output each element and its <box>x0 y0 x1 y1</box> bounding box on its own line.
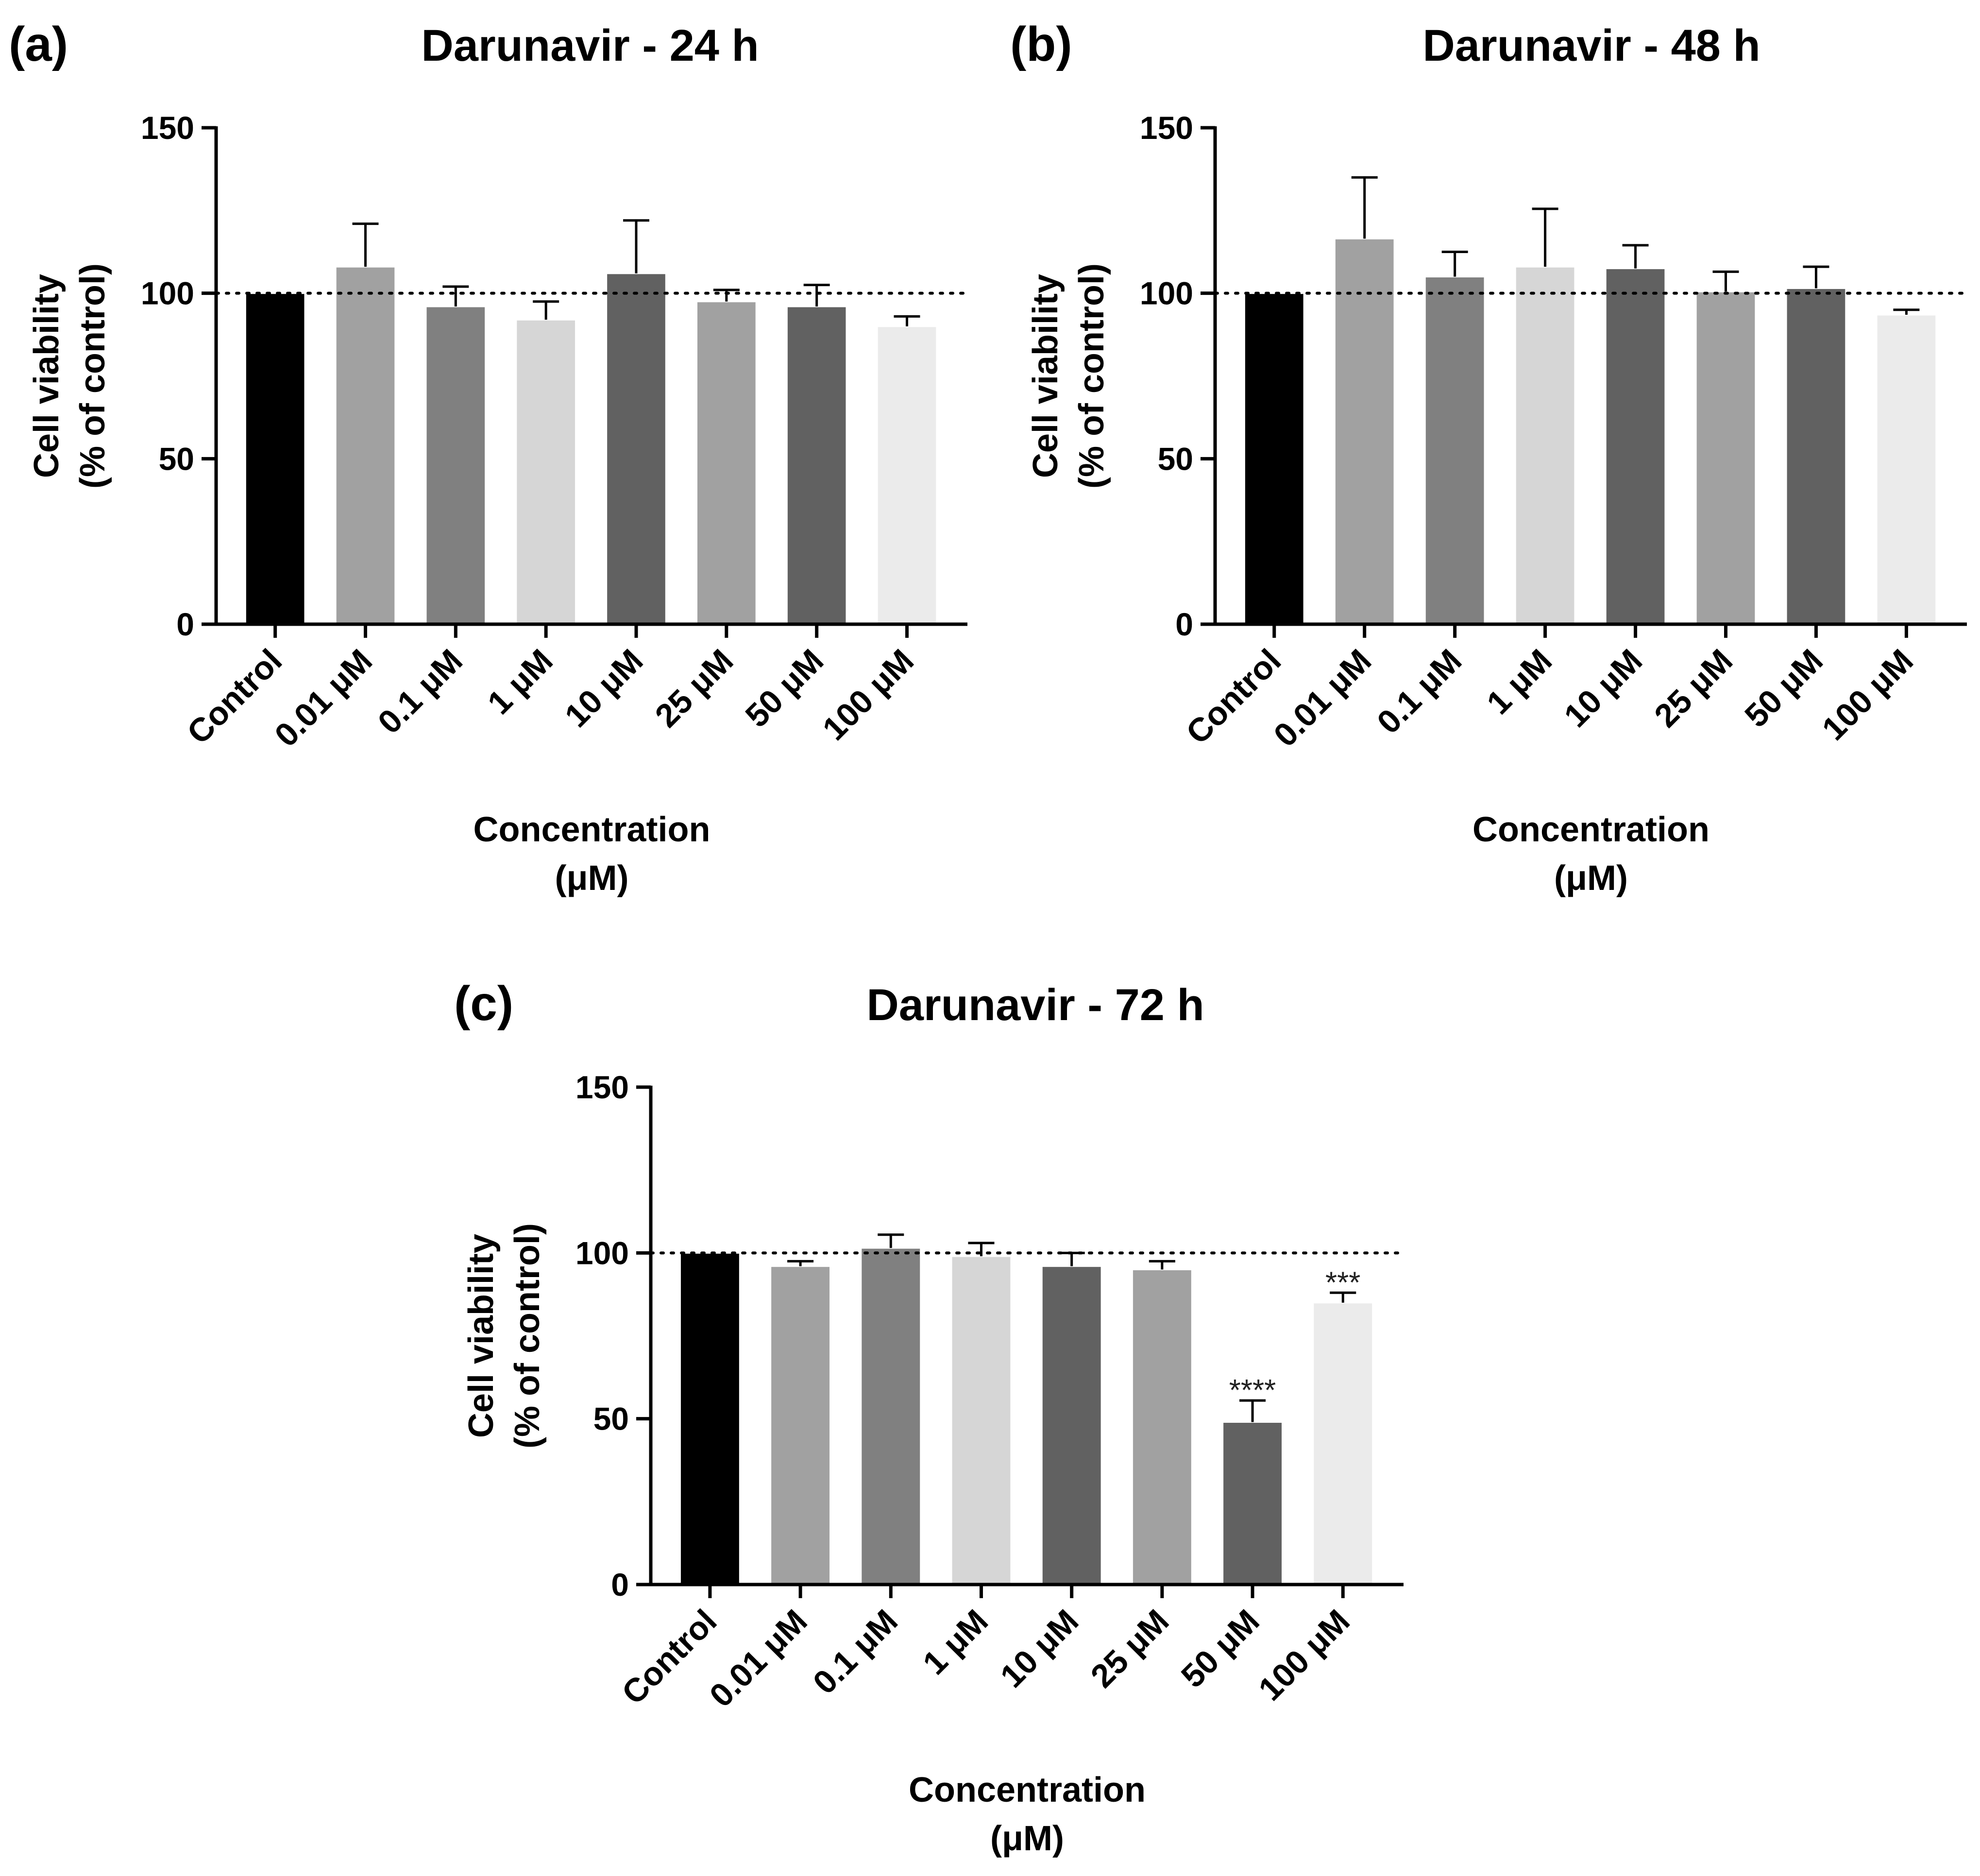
bar-10-um <box>1041 1265 1102 1586</box>
x-tick-label: Control <box>180 642 289 751</box>
bar-0.01-um <box>1334 238 1395 625</box>
y-tick-label: 0 <box>1175 606 1193 642</box>
y-axis-title-units: (% of control) <box>73 263 112 489</box>
y-tick-label: 150 <box>575 1069 629 1105</box>
x-tick-label: 0.1 μM <box>1370 642 1469 741</box>
bar-control <box>679 1252 741 1586</box>
y-tick-label: 150 <box>141 110 194 146</box>
y-tick-label: 100 <box>141 275 194 311</box>
chart-title: Darunavir - 24 h <box>421 21 759 70</box>
bar-50-um <box>786 306 847 625</box>
x-tick-label: Control <box>615 1603 724 1712</box>
bar-control <box>1243 292 1305 625</box>
y-tick-label: 100 <box>575 1235 629 1271</box>
bar-100-um <box>876 325 938 625</box>
y-tick-label: 50 <box>593 1401 629 1437</box>
bar-0.1-um <box>860 1247 922 1586</box>
x-tick-label: 25 μM <box>1647 642 1740 734</box>
bar-0.01-um <box>770 1265 831 1586</box>
y-tick-label: 0 <box>176 606 194 642</box>
panel-letter: (b) <box>1010 17 1072 71</box>
chart-panel-a: (a) Darunavir - 24 h 0 50 100 150 Control0.01 … <box>9 17 969 898</box>
x-tick-label: 25 μM <box>648 642 740 734</box>
x-axis-title: Concentration <box>909 1771 1146 1809</box>
bar-1-um <box>515 319 576 625</box>
bar-25-um <box>695 301 757 625</box>
x-tick-label: 0.01 μM <box>1267 642 1378 754</box>
bar-0.1-um <box>1424 276 1486 625</box>
x-tick-label: 1 μM <box>916 1603 995 1682</box>
x-tick-label: 0.1 μM <box>371 642 470 741</box>
bar-0.01-um <box>335 266 396 625</box>
y-tick-label: 50 <box>1158 441 1193 477</box>
y-axis-title: Cell viability <box>1026 274 1065 478</box>
x-tick-label: 1 μM <box>1480 642 1559 721</box>
significance-label: **** <box>1229 1374 1276 1407</box>
significance-label: *** <box>1325 1266 1360 1299</box>
x-tick-label: 10 μM <box>558 642 650 734</box>
chart-panel-c: (c) Darunavir - 72 h*******050100150Contr… <box>454 976 1405 1858</box>
x-tick-label: 0.1 μM <box>806 1603 904 1701</box>
y-axis-title-units: (% of control) <box>508 1223 547 1449</box>
y-tick-label: 150 <box>1140 110 1193 146</box>
x-axis-title-units: (μM) <box>555 859 629 898</box>
y-tick-label: 100 <box>1140 275 1193 311</box>
panel-letter: (a) <box>9 17 68 71</box>
x-tick-label: 100 μM <box>1815 642 1920 748</box>
chart-title: Darunavir - 72 h <box>866 980 1204 1030</box>
bar-10-um <box>606 273 667 625</box>
x-tick-label: 0.01 μM <box>703 1603 814 1714</box>
bar-50-um <box>1222 1421 1284 1586</box>
bar-1-um <box>950 1255 1012 1586</box>
chart-panel-b: (b) Darunavir - 48 h 0 50 100 150 Control0.01 … <box>1010 17 1968 898</box>
bar-100-um <box>1312 1302 1374 1586</box>
x-tick-label: Control <box>1179 642 1288 751</box>
y-axis-title: Cell viability <box>27 274 66 478</box>
x-axis-title: Concentration <box>473 810 710 849</box>
y-axis-title: Cell viability <box>462 1234 501 1438</box>
bar-100-um <box>1876 314 1937 625</box>
x-tick-label: 100 μM <box>1252 1603 1357 1708</box>
x-axis-title: Concentration <box>1472 810 1709 849</box>
x-tick-label: 100 μM <box>815 642 921 748</box>
bar-1-um <box>1514 266 1576 625</box>
x-tick-label: 0.01 μM <box>268 642 379 754</box>
x-tick-label: 1 μM <box>480 642 559 721</box>
x-tick-label: 10 μM <box>993 1603 1085 1695</box>
bar-25-um <box>1131 1268 1193 1586</box>
x-axis-title-units: (μM) <box>990 1819 1064 1858</box>
x-tick-label: 10 μM <box>1557 642 1649 734</box>
panel-letter: (c) <box>454 976 513 1031</box>
bar-control <box>244 292 306 625</box>
y-tick-label: 0 <box>611 1567 629 1603</box>
bar-50-um <box>1785 287 1847 625</box>
bar-0.1-um <box>425 306 487 625</box>
y-axis-title-units: (% of control) <box>1072 263 1111 489</box>
bar-25-um <box>1695 290 1757 625</box>
x-axis-title-units: (μM) <box>1554 859 1628 898</box>
y-tick-label: 50 <box>159 441 194 477</box>
x-tick-label: 25 μM <box>1083 1603 1176 1695</box>
chart-title: Darunavir - 48 h <box>1422 21 1760 70</box>
bar-10-um <box>1605 268 1666 625</box>
